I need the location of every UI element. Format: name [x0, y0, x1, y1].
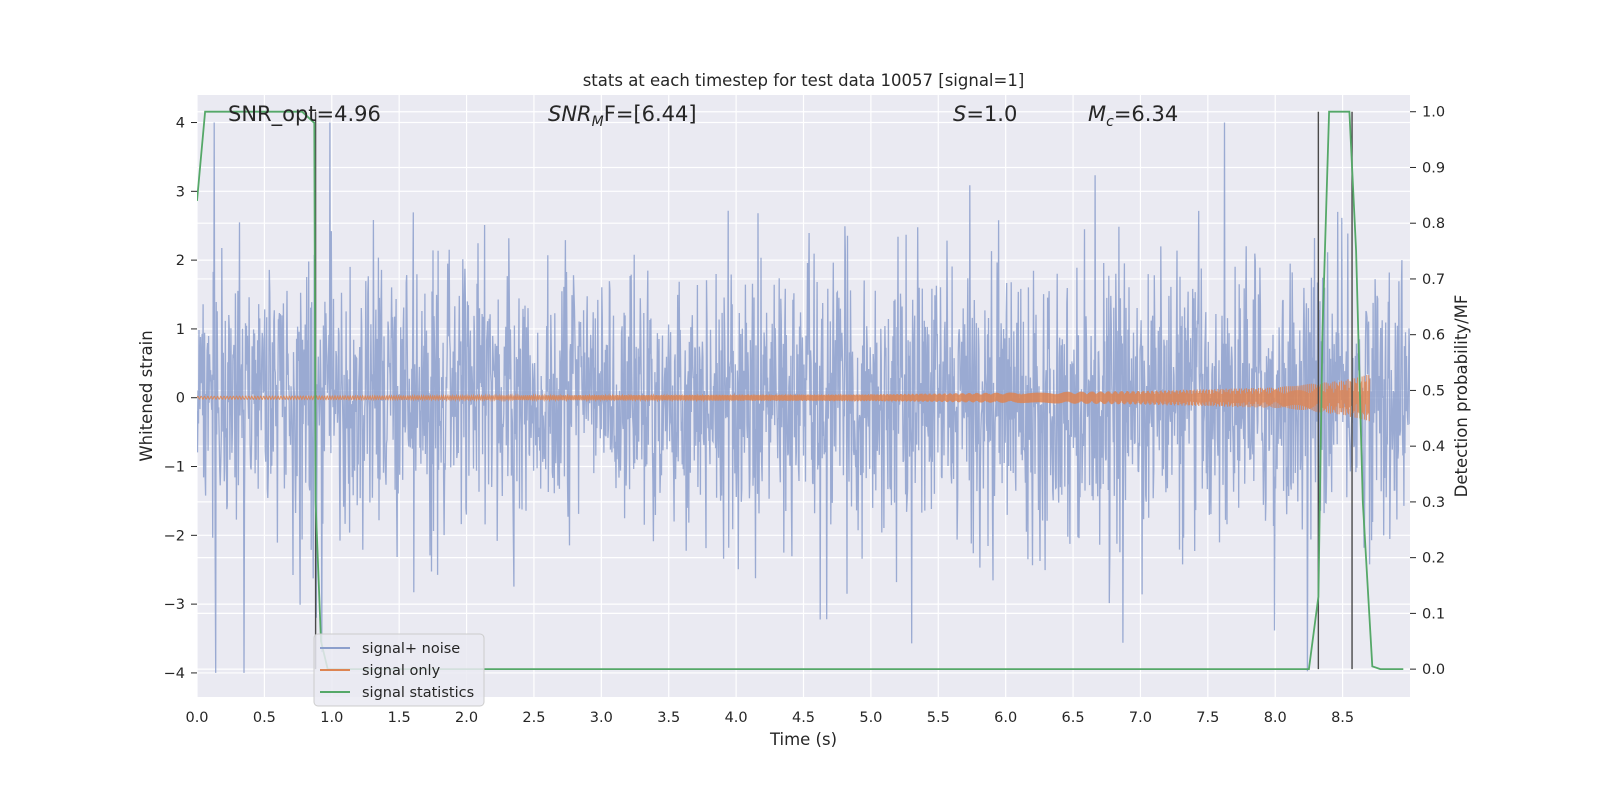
y-axis-label-right: Detection probability/MF	[1452, 295, 1471, 498]
x-axis-label: Time (s)	[769, 730, 837, 749]
signal-plus-noise-line	[197, 122, 1410, 673]
y-right-tick-label: 0.6	[1422, 328, 1445, 344]
y-tick-label: −3	[164, 597, 185, 613]
annotations: SNR_opt=4.96 SNRMF=[6.44] S=1.0 Mc=6.34	[228, 102, 1178, 130]
x-tick-label: 1.5	[388, 710, 411, 726]
x-tick-label: 2.5	[522, 710, 545, 726]
x-tick-label: 7.0	[1129, 710, 1152, 726]
y-right-tick-label: 0.8	[1422, 216, 1445, 232]
y-tick-label: 0	[176, 391, 185, 407]
annotation-text: Mc=6.34	[1088, 102, 1178, 130]
x-tick-label: 1.0	[320, 710, 343, 726]
annotation-subscript: c	[1106, 114, 1114, 130]
annotation-text: SNRMF=[6.44]	[548, 102, 697, 130]
x-tick-label: 3.0	[590, 710, 613, 726]
x-tick-label: 0.0	[185, 710, 208, 726]
y-right-tick-label: 0.0	[1422, 662, 1445, 678]
x-tick-label: 5.0	[859, 710, 882, 726]
legend-label: signal statistics	[362, 685, 474, 701]
y-right-tick-label: 0.1	[1422, 606, 1445, 622]
x-tick-label: 6.0	[994, 710, 1017, 726]
annotation-subscript: M	[592, 114, 604, 130]
legend: signal+ noise signal only signal statistic…	[313, 633, 485, 707]
y-tick-label: 2	[176, 253, 185, 269]
x-tick-label: 2.0	[455, 710, 478, 726]
annotation-text: SNR_opt=4.96	[228, 102, 381, 127]
x-tick-label: 3.5	[657, 710, 680, 726]
x-tick-label: 0.5	[253, 710, 276, 726]
y-tick-label: −4	[164, 666, 185, 682]
series-signal-statistics	[197, 110, 1404, 670]
y-right-tick-label: 0.5	[1422, 383, 1445, 399]
x-tick-label: 5.5	[927, 710, 950, 726]
y-right-tick-label: 0.3	[1422, 495, 1445, 511]
series-signal-plus-noise	[197, 122, 1410, 673]
annotation-tail: F=[6.44]	[604, 102, 697, 126]
x-tick-label: 4.0	[725, 710, 748, 726]
annotation-tail: =1.0	[966, 102, 1017, 126]
annotation-tail: =6.34	[1114, 102, 1178, 126]
x-tick-label: 6.5	[1062, 710, 1085, 726]
series-signal-only	[197, 374, 1371, 422]
y-tick-label: 4	[176, 116, 185, 132]
annotation-main: M	[1088, 102, 1106, 126]
y-axis-label: Whitened strain	[137, 330, 156, 461]
y-tick-label: 1	[176, 322, 185, 338]
legend-label: signal+ noise	[362, 641, 460, 657]
y-tick-label: −1	[164, 460, 185, 476]
annotation-main: SNR	[548, 102, 592, 126]
x-tick-label: 7.5	[1196, 710, 1219, 726]
y-right-tick-label: 1.0	[1422, 105, 1445, 121]
x-tick-label: 4.5	[792, 710, 815, 726]
x-tick-label: 8.0	[1264, 710, 1287, 726]
y-right-tick-label: 0.7	[1422, 272, 1445, 288]
y-tick-label: 3	[176, 184, 185, 200]
y-right-tick-label: 0.9	[1422, 160, 1445, 176]
x-tick-label: 8.5	[1331, 710, 1354, 726]
annotation-main: S	[953, 102, 966, 126]
legend-box	[313, 633, 485, 707]
y-right-tick-label: 0.4	[1422, 439, 1445, 455]
chart-title: stats at each timestep for test data 100…	[583, 71, 1025, 90]
annotation-text: S=1.0	[953, 102, 1017, 126]
y-tick-label: −2	[164, 528, 185, 544]
axis-ticks: 0.0 0.5 1.0 1.5 2.0 2.5 3.0 3.5 4.0 4.5 5.0 5.5 6.0 6…	[164, 105, 1445, 726]
y-right-tick-label: 0.2	[1422, 551, 1445, 567]
signal-only-line	[197, 374, 1371, 422]
annotation-main: SNR_opt=4.96	[228, 102, 381, 127]
legend-label: signal only	[362, 663, 441, 679]
signal-statistics-line	[197, 110, 1404, 670]
